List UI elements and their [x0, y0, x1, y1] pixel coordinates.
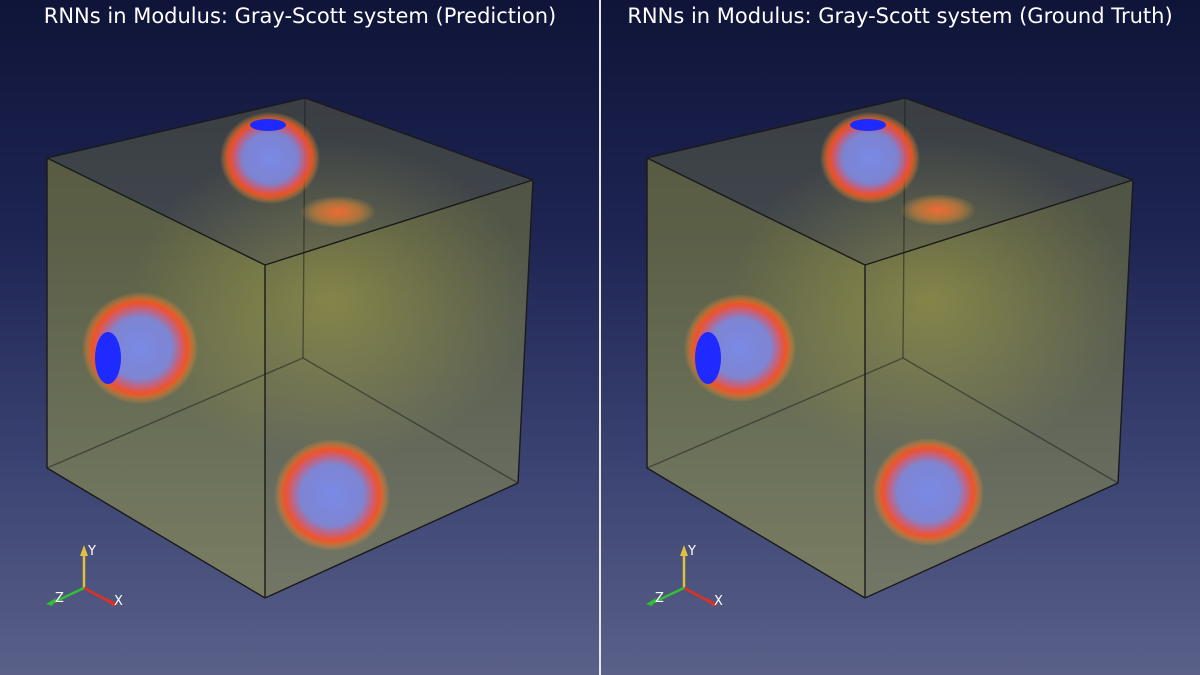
- y-axis-arrow: [80, 545, 88, 556]
- ground-truth-title: RNNs in Modulus: Gray-Scott system (Grou…: [627, 4, 1173, 28]
- orientation-axes: Y X Z: [646, 544, 723, 609]
- z-axis-label: Z: [55, 591, 64, 606]
- y-axis-label: Y: [87, 544, 96, 559]
- z-axis-line: [51, 586, 85, 605]
- spot-top: [220, 112, 320, 204]
- x-axis-label: X: [714, 594, 723, 609]
- x-axis-arrow: [708, 598, 718, 606]
- spot-left-core: [95, 332, 121, 384]
- x-axis-line: [83, 586, 113, 605]
- spot-faint: [300, 196, 376, 228]
- y-axis-arrow: [680, 545, 688, 556]
- cube-wireframe: [646, 97, 1134, 599]
- x-axis-line: [683, 586, 713, 605]
- prediction-panel: Y X Z RNNs in Modulus: Gray-Scott system…: [0, 0, 600, 675]
- spot-bottom: [872, 438, 984, 546]
- prediction-render: Y X Z: [46, 97, 534, 609]
- prediction-title: RNNs in Modulus: Gray-Scott system (Pred…: [43, 4, 557, 28]
- spot-faint: [900, 194, 976, 226]
- volume-glow: [130, 140, 530, 460]
- spot-bottom: [274, 439, 390, 551]
- x-axis-arrow: [108, 598, 118, 606]
- volume-glow: [730, 140, 1130, 460]
- ground-truth-panel: Y X Z RNNs in Modulus: Gray-Scott system…: [600, 0, 1200, 675]
- spot-top: [820, 112, 920, 204]
- z-axis-arrow: [646, 598, 656, 606]
- x-axis-label: X: [114, 594, 123, 609]
- y-axis-label: Y: [687, 544, 696, 559]
- spot-top-core: [250, 119, 286, 131]
- spot-top-core: [850, 119, 886, 131]
- z-axis-arrow: [46, 598, 56, 606]
- z-axis-label: Z: [655, 591, 664, 606]
- orientation-axes: Y X Z: [46, 544, 123, 609]
- z-axis-line: [651, 586, 685, 605]
- ground-truth-render: Y X Z: [646, 97, 1134, 609]
- panel-divider: [599, 0, 601, 675]
- spot-left-core: [695, 332, 721, 384]
